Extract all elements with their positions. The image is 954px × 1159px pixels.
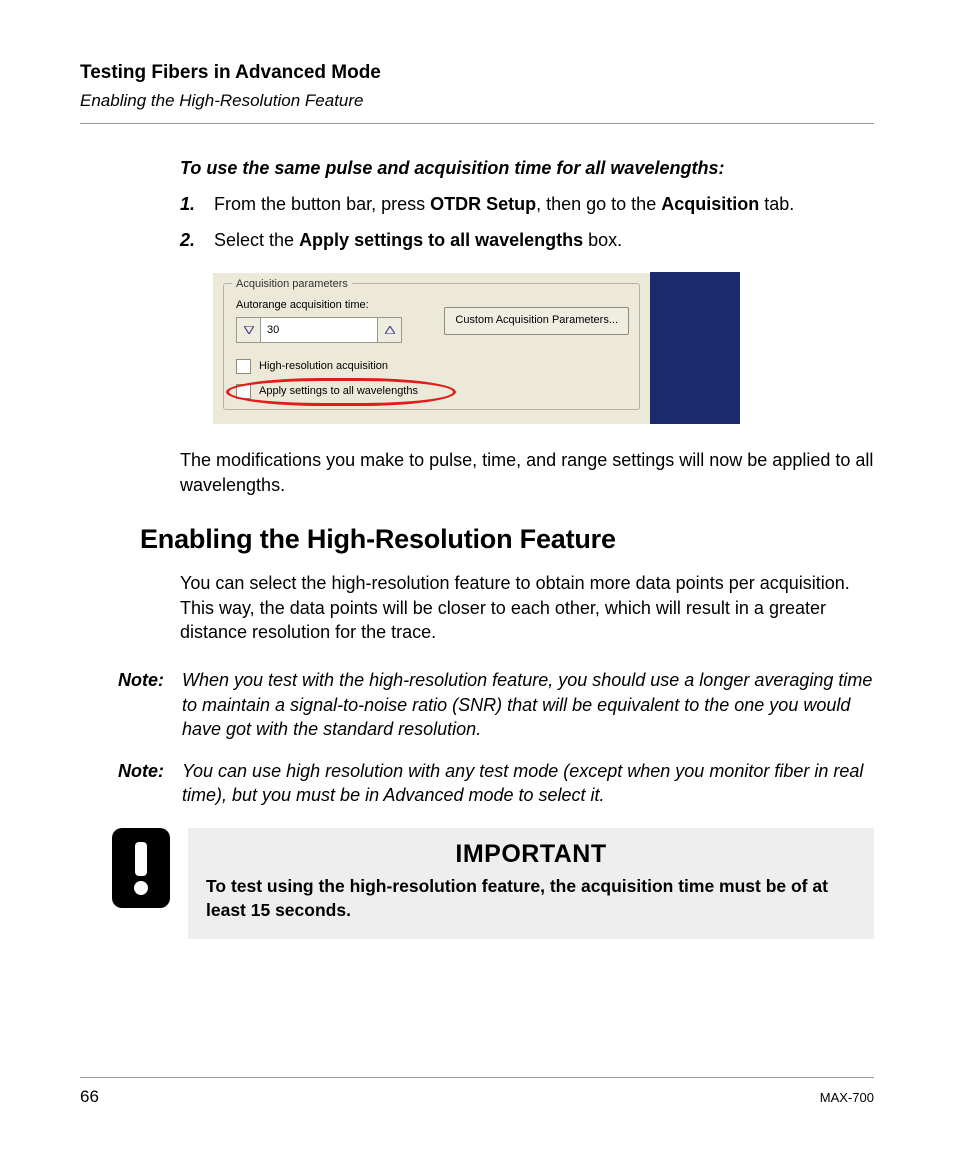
ui-screenshot: Acquisition parameters Autorange acquisi… [212,272,740,424]
page-footer: 66 MAX-700 [80,1077,874,1109]
page: Testing Fibers in Advanced Mode Enabling… [0,0,954,1159]
groupbox-title: Acquisition parameters [232,277,352,292]
step-1: 1. From the button bar, press OTDR Setup… [180,192,874,216]
text-fragment: tab. [759,194,794,214]
apply-all-checkbox-label: Apply settings to all wavelengths [259,384,418,399]
autorange-label: Autorange acquisition time: [236,298,402,313]
triangle-down-icon [244,326,254,334]
note-body: You can use high resolution with any tes… [182,759,874,808]
header-divider [80,123,874,124]
chapter-title: Testing Fibers in Advanced Mode [80,60,874,86]
steps-list: 1. From the button bar, press OTDR Setup… [180,192,874,253]
exclamation-svg [127,838,155,898]
content-area: To use the same pulse and acquisition ti… [80,156,874,939]
footer-row: 66 MAX-700 [80,1086,874,1109]
autorange-input[interactable]: 30 [260,317,378,343]
acquisition-parameters-group: Acquisition parameters Autorange acquisi… [223,283,640,410]
acquisition-panel: Acquisition parameters Autorange acquisi… [212,272,650,424]
spin-down-button[interactable] [236,317,260,343]
triangle-up-icon [385,326,395,334]
step-text: Select the Apply settings to all wavelen… [214,228,874,252]
note-body: When you test with the high-resolution f… [182,668,874,741]
bold-text: Apply settings to all wavelengths [299,230,583,250]
note-label: Note: [118,759,168,808]
top-row: Autorange acquisition time: 30 [236,298,629,343]
text-fragment: box. [583,230,622,250]
note-label: Note: [118,668,168,741]
text-fragment: , then go to the [536,194,661,214]
footer-divider [80,1077,874,1078]
important-text: To test using the high-resolution featur… [206,875,856,922]
note-1: Note: When you test with the high-resolu… [118,668,874,741]
important-title: IMPORTANT [206,838,856,872]
page-number: 66 [80,1086,99,1109]
important-box: IMPORTANT To test using the high-resolut… [188,828,874,939]
after-ui-paragraph: The modifications you make to pulse, tim… [180,448,874,497]
section-paragraph: You can select the high-resolution featu… [180,571,874,644]
custom-acquisition-button[interactable]: Custom Acquisition Parameters... [444,307,629,335]
step-text: From the button bar, press OTDR Setup, t… [214,192,874,216]
important-block: IMPORTANT To test using the high-resolut… [112,828,874,939]
exclamation-icon [112,828,170,908]
autorange-column: Autorange acquisition time: 30 [236,298,402,343]
bold-text: OTDR Setup [430,194,536,214]
step-number: 2. [180,228,198,252]
highres-checkbox[interactable] [236,359,251,374]
ui-side-strip [650,272,740,424]
lead-instruction: To use the same pulse and acquisition ti… [180,156,874,180]
highres-checkbox-label: High-resolution acquisition [259,359,388,374]
text-fragment: From the button bar, press [214,194,430,214]
text-fragment: Select the [214,230,299,250]
apply-all-checkbox-row: Apply settings to all wavelengths [236,384,629,399]
note-2: Note: You can use high resolution with a… [118,759,874,808]
highres-checkbox-row: High-resolution acquisition [236,359,629,374]
spin-up-button[interactable] [378,317,402,343]
section-heading: Enabling the High-Resolution Feature [140,521,874,557]
bold-text: Acquisition [661,194,759,214]
model-label: MAX-700 [820,1089,874,1107]
page-header: Testing Fibers in Advanced Mode Enabling… [80,60,874,124]
step-2: 2. Select the Apply settings to all wave… [180,228,874,252]
section-subtitle: Enabling the High-Resolution Feature [80,90,874,113]
step-number: 1. [180,192,198,216]
apply-all-checkbox[interactable] [236,384,251,399]
autorange-spinner: 30 [236,317,402,343]
